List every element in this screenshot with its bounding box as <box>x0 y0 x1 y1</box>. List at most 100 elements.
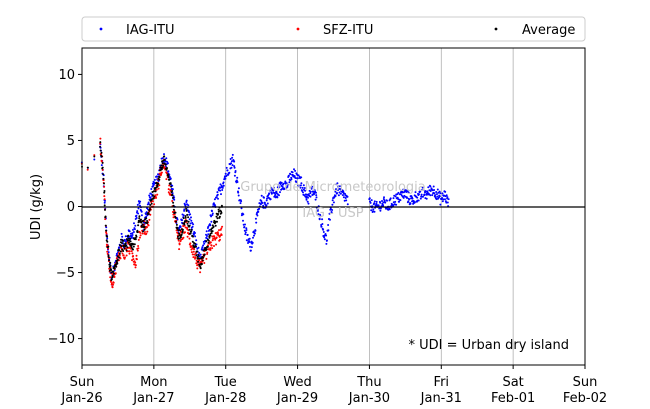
point-iag-itu <box>147 202 150 205</box>
point-iag-itu <box>317 213 320 216</box>
point-iag-itu <box>304 195 307 198</box>
point-iag-itu <box>222 181 225 184</box>
point-average <box>126 246 129 249</box>
point-average <box>135 235 138 238</box>
point-average <box>205 248 208 251</box>
point-iag-itu <box>445 201 448 204</box>
point-average <box>172 208 175 211</box>
point-sfz-itu <box>138 236 141 239</box>
point-average <box>172 201 175 204</box>
point-iag-itu <box>220 193 222 196</box>
point-iag-itu <box>300 182 303 185</box>
point-iag-itu <box>268 189 271 192</box>
point-iag-itu <box>321 218 324 221</box>
point-sfz-itu <box>121 252 124 255</box>
point-iag-itu <box>319 215 322 218</box>
point-iag-itu <box>439 203 442 206</box>
point-iag-itu <box>286 183 289 186</box>
point-iag-itu <box>330 211 333 214</box>
point-sfz-itu <box>213 245 215 247</box>
point-sfz-itu <box>111 286 114 289</box>
point-iag-itu <box>145 213 147 216</box>
point-average <box>166 167 168 169</box>
point-average <box>158 176 161 179</box>
point-sfz-itu <box>190 245 193 248</box>
point-iag-itu <box>299 184 302 187</box>
point-iag-itu <box>216 193 219 196</box>
point-iag-itu <box>224 172 227 175</box>
point-iag-itu <box>403 188 406 191</box>
point-iag-itu <box>269 198 272 201</box>
point-iag-itu <box>243 226 246 228</box>
point-iag-itu <box>120 232 123 235</box>
point-iag-itu <box>219 189 222 192</box>
point-sfz-itu <box>157 187 160 190</box>
point-average <box>125 238 128 241</box>
point-iag-itu <box>422 188 425 191</box>
point-sfz-itu <box>112 281 115 284</box>
point-iag-itu <box>394 195 397 198</box>
point-iag-itu <box>373 200 376 203</box>
point-average <box>185 209 188 212</box>
point-sfz-itu <box>145 226 148 229</box>
point-iag-itu <box>383 199 386 202</box>
point-iag-itu <box>231 153 234 156</box>
point-sfz-itu <box>128 252 131 255</box>
point-iag-itu <box>314 198 317 201</box>
point-iag-itu <box>216 191 219 194</box>
y-tick-label: 10 <box>58 68 75 83</box>
point-iag-itu <box>384 201 387 204</box>
point-average <box>146 220 149 222</box>
point-iag-itu <box>265 204 268 207</box>
point-iag-itu <box>207 233 210 236</box>
point-iag-itu <box>262 204 265 207</box>
point-iag-itu <box>206 235 208 237</box>
point-average <box>105 229 108 232</box>
point-iag-itu <box>392 204 395 207</box>
point-sfz-itu <box>167 188 170 191</box>
point-iag-itu <box>254 229 257 232</box>
point-iag-itu <box>346 195 349 198</box>
point-iag-itu <box>286 185 289 188</box>
point-average <box>128 241 130 244</box>
point-iag-itu <box>381 200 383 202</box>
point-iag-itu <box>161 157 164 160</box>
point-iag-itu <box>423 193 426 196</box>
point-iag-itu <box>446 201 449 204</box>
point-sfz-itu <box>93 154 96 157</box>
point-iag-itu <box>436 188 439 191</box>
point-iag-itu <box>438 190 441 193</box>
point-iag-itu <box>313 193 315 196</box>
point-sfz-itu <box>103 198 106 201</box>
point-sfz-itu <box>214 238 217 241</box>
point-iag-itu <box>253 232 256 235</box>
point-iag-itu <box>149 196 152 199</box>
point-iag-itu <box>145 211 148 214</box>
point-iag-itu <box>370 209 373 212</box>
point-iag-itu <box>276 186 279 189</box>
point-iag-itu <box>221 186 224 189</box>
point-average <box>101 166 104 169</box>
point-average <box>208 236 211 239</box>
point-average <box>181 231 184 234</box>
point-average <box>217 208 220 211</box>
point-iag-itu <box>322 228 325 231</box>
point-average <box>195 254 198 257</box>
point-iag-itu <box>135 214 138 217</box>
point-iag-itu <box>249 245 251 248</box>
point-average <box>152 190 155 193</box>
point-average <box>163 155 166 158</box>
x-tick-label-day: Sat <box>502 375 523 390</box>
point-sfz-itu <box>186 235 189 238</box>
point-average <box>186 222 189 225</box>
point-iag-itu <box>435 191 438 193</box>
point-iag-itu <box>225 166 228 169</box>
y-axis-ticks: −10 −5 0 5 10 <box>48 68 82 347</box>
point-iag-itu <box>136 203 139 206</box>
point-sfz-itu <box>151 200 154 203</box>
point-iag-itu <box>341 194 344 197</box>
point-iag-itu <box>171 188 174 191</box>
point-sfz-itu <box>217 234 220 237</box>
point-iag-itu <box>336 192 338 194</box>
